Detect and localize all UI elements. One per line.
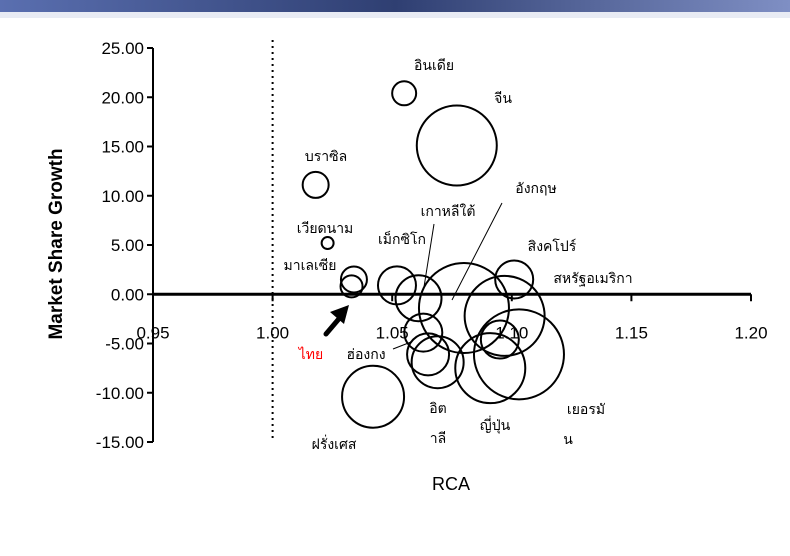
arrow-head xyxy=(330,305,349,324)
bubble-1 xyxy=(415,104,498,187)
bubble-label: เม็กซิโก xyxy=(378,230,426,248)
bubble-4 xyxy=(339,265,368,294)
bubble-0 xyxy=(391,80,418,107)
bubble-label: มาเลเซีย xyxy=(284,258,337,274)
y-axis-title: Market Share Growth xyxy=(46,148,67,339)
top-banner-fade xyxy=(0,12,790,18)
bubble-3 xyxy=(320,236,335,251)
bubble-11 xyxy=(494,259,535,300)
y-tick-label: -10.00 xyxy=(96,384,144,403)
leader-line xyxy=(451,202,503,301)
x-tick-label: 1.15 xyxy=(615,323,648,342)
bubble-17 xyxy=(341,364,406,429)
bubble-6 xyxy=(376,265,417,306)
y-tick-label: -5.00 xyxy=(105,335,144,354)
y-tick-label: -15.00 xyxy=(96,433,144,452)
bubble-label: ฮ่องกง xyxy=(346,347,385,363)
y-tick-label: 10.00 xyxy=(101,187,144,206)
bubble-5 xyxy=(339,274,364,299)
bubble-label: เวียดนาม xyxy=(297,221,354,237)
bubble-label: สิงคโปร์ xyxy=(528,238,577,255)
x-tick-label: 0.95 xyxy=(136,323,169,342)
y-tick-label: 15.00 xyxy=(101,138,144,157)
bubble-label: ญี่ปุ่น xyxy=(480,416,511,434)
bubble-label: เกาหลีใต้ xyxy=(421,203,476,220)
y-tick-label: 20.00 xyxy=(101,88,144,107)
top-banner xyxy=(0,0,790,12)
bubble-9 xyxy=(406,332,451,377)
bubble-8 xyxy=(403,312,444,353)
bubble-label: บราซิล xyxy=(305,149,347,165)
x-tick-label: 1.00 xyxy=(256,323,289,342)
y-tick-label: 25.00 xyxy=(101,39,144,58)
bubble-label: อังกฤษ xyxy=(515,181,556,197)
bubble-label: ฝรั่งเศส xyxy=(312,435,357,453)
leader-line xyxy=(392,341,412,350)
y-tick-label: 5.00 xyxy=(111,236,144,255)
bubble-label: อินเดีย xyxy=(414,58,454,74)
bubble-7 xyxy=(394,274,443,323)
bubble-10 xyxy=(417,262,510,355)
bubble-label: อิตาลี xyxy=(429,401,447,447)
bubble-15 xyxy=(454,332,527,405)
bubble-label: เยอรมัน xyxy=(563,402,605,448)
x-tick-label: 1.10 xyxy=(495,323,528,342)
bubble-13 xyxy=(479,319,520,360)
leader-line xyxy=(423,223,435,288)
x-tick-label: 1.20 xyxy=(734,323,767,342)
bubble-2 xyxy=(301,170,330,199)
bubble-12 xyxy=(463,274,546,357)
y-tick-label: 0.00 xyxy=(111,285,144,304)
bubble-label: สหรัฐอเมริกา xyxy=(553,271,632,287)
x-axis-title: RCA xyxy=(432,474,470,494)
bubble-label: ไทย xyxy=(298,346,323,363)
plot-area: 25.00 20.00 15.00 10.00 5.00 0.00 -5.00 -10.00 -… xyxy=(96,39,768,453)
x-tick-label: 1.05 xyxy=(376,323,409,342)
bubble-14 xyxy=(472,308,565,401)
bubble-label: จีน xyxy=(494,91,512,107)
bubble-16 xyxy=(410,335,465,390)
